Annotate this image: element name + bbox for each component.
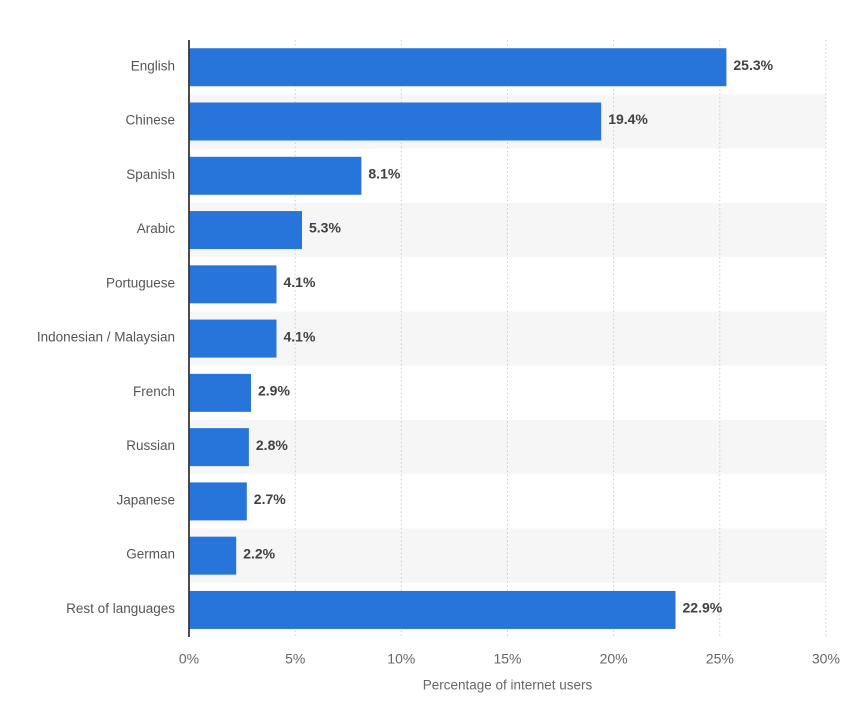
svg-text:2.9%: 2.9% bbox=[258, 383, 290, 399]
svg-text:2.8%: 2.8% bbox=[256, 437, 288, 453]
svg-text:15%: 15% bbox=[493, 650, 521, 666]
svg-text:2.7%: 2.7% bbox=[254, 491, 286, 507]
svg-text:22.9%: 22.9% bbox=[683, 600, 723, 616]
svg-text:Percentage of internet users: Percentage of internet users bbox=[423, 678, 593, 693]
svg-text:5.3%: 5.3% bbox=[309, 220, 341, 236]
svg-text:25%: 25% bbox=[706, 650, 734, 666]
svg-text:4.1%: 4.1% bbox=[284, 328, 316, 344]
svg-text:25.3%: 25.3% bbox=[733, 57, 773, 73]
svg-text:French: French bbox=[133, 384, 175, 399]
svg-text:0%: 0% bbox=[179, 650, 199, 666]
svg-text:German: German bbox=[126, 547, 175, 562]
svg-text:5%: 5% bbox=[285, 650, 305, 666]
svg-text:Chinese: Chinese bbox=[125, 113, 175, 128]
svg-text:19.4%: 19.4% bbox=[608, 111, 648, 127]
svg-text:Arabic: Arabic bbox=[137, 221, 176, 236]
svg-text:Indonesian / Malaysian: Indonesian / Malaysian bbox=[37, 330, 175, 345]
svg-text:Japanese: Japanese bbox=[116, 493, 175, 508]
svg-text:Russian: Russian bbox=[126, 438, 175, 453]
svg-text:20%: 20% bbox=[600, 650, 628, 666]
svg-text:30%: 30% bbox=[812, 650, 840, 666]
svg-text:Spanish: Spanish bbox=[126, 167, 175, 182]
svg-text:Rest of languages: Rest of languages bbox=[66, 601, 175, 616]
svg-text:Portuguese: Portuguese bbox=[106, 275, 175, 290]
svg-text:2.2%: 2.2% bbox=[243, 545, 275, 561]
svg-text:10%: 10% bbox=[387, 650, 415, 666]
svg-text:8.1%: 8.1% bbox=[368, 166, 400, 182]
svg-text:4.1%: 4.1% bbox=[284, 274, 316, 290]
svg-text:English: English bbox=[131, 58, 175, 73]
